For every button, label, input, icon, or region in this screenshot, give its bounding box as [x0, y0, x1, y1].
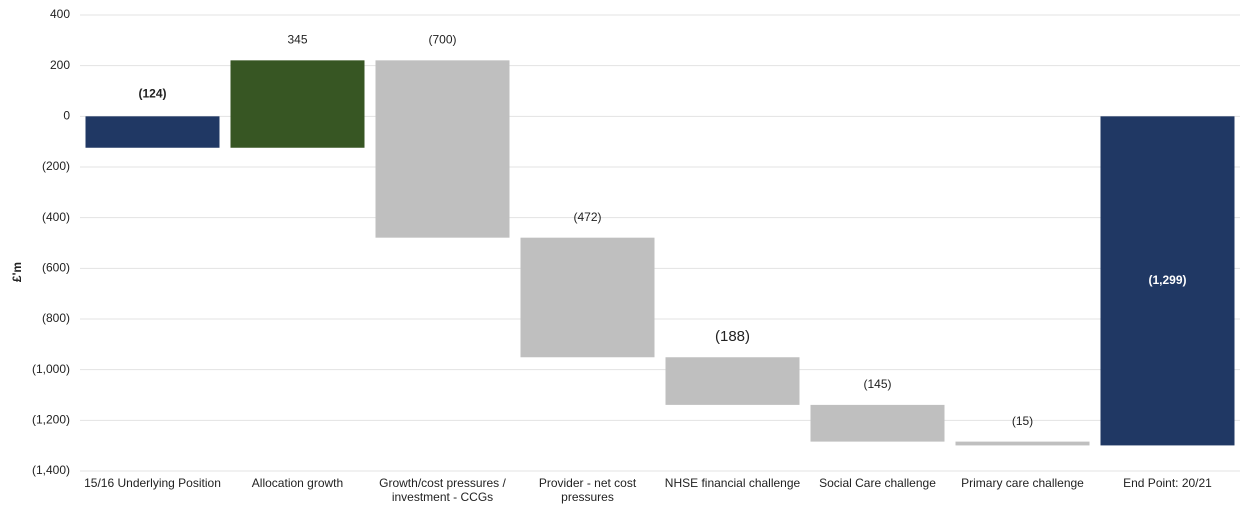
- bar: [810, 404, 945, 442]
- y-tick-label: (800): [42, 311, 70, 325]
- x-tick-label: Primary care challenge: [961, 476, 1084, 490]
- y-tick-label: 0: [63, 109, 70, 123]
- x-tick-label: NHSE financial challenge: [664, 476, 801, 490]
- value-label: (145): [863, 377, 891, 391]
- bar: [85, 116, 220, 148]
- x-tick-label: Social Care challenge: [819, 476, 936, 490]
- bar: [230, 60, 365, 148]
- x-tick-label: Allocation growth: [251, 476, 344, 490]
- value-label: 345: [287, 33, 307, 47]
- value-label: (472): [573, 210, 601, 224]
- bar: [1100, 116, 1235, 446]
- y-tick-label: (600): [42, 261, 70, 275]
- value-label: (15): [1012, 414, 1033, 428]
- bar: [520, 237, 655, 358]
- bar: [665, 357, 800, 405]
- bar: [375, 60, 510, 238]
- bar: [955, 441, 1090, 446]
- y-tick-label: (1,400): [32, 463, 70, 477]
- y-tick-label: 400: [50, 7, 70, 21]
- x-tick-label: Growth/cost pressures / investment - CCG…: [379, 476, 506, 504]
- y-tick-label: 200: [50, 58, 70, 72]
- value-label: (124): [138, 87, 166, 101]
- y-tick-label: (200): [42, 159, 70, 173]
- x-tick-label: End Point: 20/21: [1123, 476, 1212, 490]
- y-tick-label: (1,200): [32, 413, 70, 427]
- value-label: (188): [715, 328, 750, 345]
- y-tick-label: (400): [42, 210, 70, 224]
- x-tick-label: 15/16 Underlying Position: [84, 476, 221, 490]
- value-label: (700): [428, 33, 456, 47]
- y-tick-label: (1,000): [32, 362, 70, 376]
- y-axis-label: £'m: [10, 262, 24, 282]
- value-label: (1,299): [1148, 273, 1186, 287]
- x-tick-label: Provider - net cost pressures: [538, 476, 637, 504]
